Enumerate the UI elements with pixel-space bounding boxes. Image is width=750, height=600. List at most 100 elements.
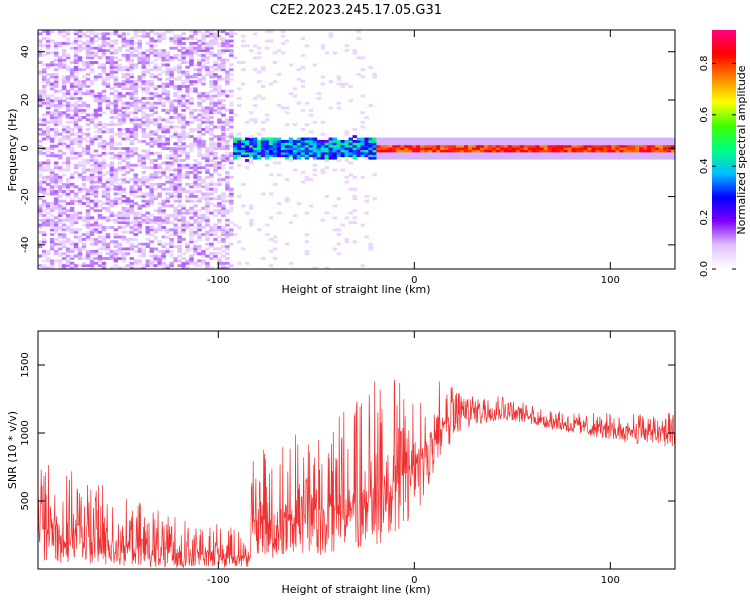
spectrogram-cell	[137, 216, 143, 220]
spectrogram-cell	[149, 161, 154, 165]
spectrogram-cell	[209, 89, 214, 93]
spectrogram-cell	[45, 166, 51, 170]
spectrogram-cell	[217, 147, 222, 150]
spectrogram-cell	[671, 151, 675, 155]
spectrogram-cell	[209, 130, 214, 134]
spectrogram-cell	[352, 175, 357, 179]
spectrogram-cell	[268, 39, 274, 43]
spectrogram-cell	[312, 163, 318, 167]
spectrogram-cell	[137, 139, 143, 143]
spectrogram-cell	[77, 237, 83, 241]
spectrogram-cell	[221, 261, 226, 265]
spectrogram-cell	[659, 142, 664, 146]
spectrogram-cell	[559, 151, 565, 155]
spectrogram-cell	[201, 106, 206, 110]
spectrogram-cell	[205, 209, 210, 213]
spectrogram-cell	[555, 147, 561, 150]
spectrogram-cell	[53, 116, 59, 119]
spectrogram-cell	[161, 104, 166, 107]
spectrogram-cell	[77, 87, 83, 91]
spectrogram-cell	[173, 56, 178, 60]
spectrogram-cell	[161, 202, 166, 205]
spectrogram-cell	[137, 228, 143, 232]
spectrogram-cell	[41, 151, 47, 155]
spectrogram-cell	[145, 204, 150, 208]
spectrogram-cell	[113, 61, 119, 64]
spectrogram-cell	[49, 137, 55, 141]
spectrogram-cell	[201, 37, 206, 41]
spectrogram-cell	[117, 156, 123, 160]
spectrogram-cell	[137, 53, 143, 57]
spectrogram-cell	[404, 142, 409, 146]
spectrogram-cell	[81, 147, 87, 150]
spectrogram-cell	[177, 118, 182, 122]
spectrogram-cell	[38, 190, 43, 194]
spectrogram-cell	[97, 101, 103, 105]
spectrogram-cell	[73, 235, 79, 239]
spectrogram-cell	[61, 130, 67, 134]
spectrogram-cell	[268, 192, 274, 196]
spectrogram-cell	[165, 118, 170, 122]
spectrogram-cell	[169, 106, 174, 110]
spectrogram-cell	[288, 142, 294, 146]
spectrogram-cell	[169, 116, 174, 119]
spectrogram-cell	[45, 192, 51, 196]
spectrogram-cell	[53, 46, 59, 50]
spectrogram-cell	[97, 252, 103, 256]
spectrogram-cell	[161, 266, 166, 269]
spectrogram-cell	[237, 61, 242, 64]
spectrogram-cell	[511, 144, 517, 148]
spectrogram-cell	[229, 132, 234, 136]
spectrogram-cell	[237, 139, 242, 143]
spectrogram-cell	[280, 106, 286, 110]
spectrogram-cell	[85, 132, 91, 136]
spectrogram-cell	[523, 142, 529, 146]
spectrogram-cell	[89, 216, 95, 220]
x-tick-label: -100	[207, 575, 230, 586]
spectrogram-cell	[38, 49, 43, 53]
spectrogram-cell	[181, 206, 186, 210]
spectrogram-cell	[113, 77, 119, 81]
spectrogram-cell	[233, 142, 238, 146]
spectrogram-cell	[113, 259, 119, 263]
spectrogram-cell	[77, 228, 83, 232]
spectrogram-cell	[113, 116, 119, 119]
y-tick-label: 0	[20, 145, 31, 151]
spectrogram-cell	[57, 44, 63, 48]
spectrogram-cell	[360, 223, 365, 227]
spectrogram-cell	[57, 63, 63, 67]
spectrogram-cell	[141, 61, 146, 64]
spectrogram-cell	[173, 135, 178, 139]
spectrogram-cell	[181, 225, 186, 229]
spectrogram-cell	[249, 154, 254, 158]
spectrogram-cell	[57, 142, 63, 146]
spectrogram-cell	[101, 77, 107, 81]
spectrogram-cell	[245, 137, 250, 141]
spectrogram-cell	[93, 123, 99, 127]
spectrogram-cell	[93, 209, 99, 213]
spectrogram-cell	[85, 178, 91, 182]
spectrogram-cell	[141, 51, 146, 55]
spectrogram-cell	[129, 199, 135, 203]
spectrogram-cell	[384, 154, 389, 158]
spectrogram-cell	[300, 37, 306, 41]
spectrogram-cell	[157, 49, 162, 53]
spectrogram-cell	[169, 233, 174, 237]
spectrogram-cell	[89, 257, 95, 260]
spectrogram-cell	[256, 51, 262, 55]
spectrogram-cell	[543, 147, 549, 150]
spectrogram-cell	[73, 58, 79, 62]
spectrogram-cell	[384, 151, 389, 155]
spectrogram-cell	[81, 32, 87, 36]
spectrogram-cell	[93, 261, 99, 265]
spectrogram-cell	[149, 113, 154, 117]
spectrogram-cell	[149, 202, 154, 205]
spectrogram-cell	[57, 194, 63, 198]
spectrogram-cell	[177, 113, 182, 117]
spectrogram-cell	[189, 199, 194, 203]
spectrogram-cell	[416, 149, 421, 153]
spectrogram-cell	[189, 223, 194, 227]
spectrogram-cell	[85, 161, 91, 165]
spectrogram-x-axis-label: Height of straight line (km)	[281, 283, 430, 296]
